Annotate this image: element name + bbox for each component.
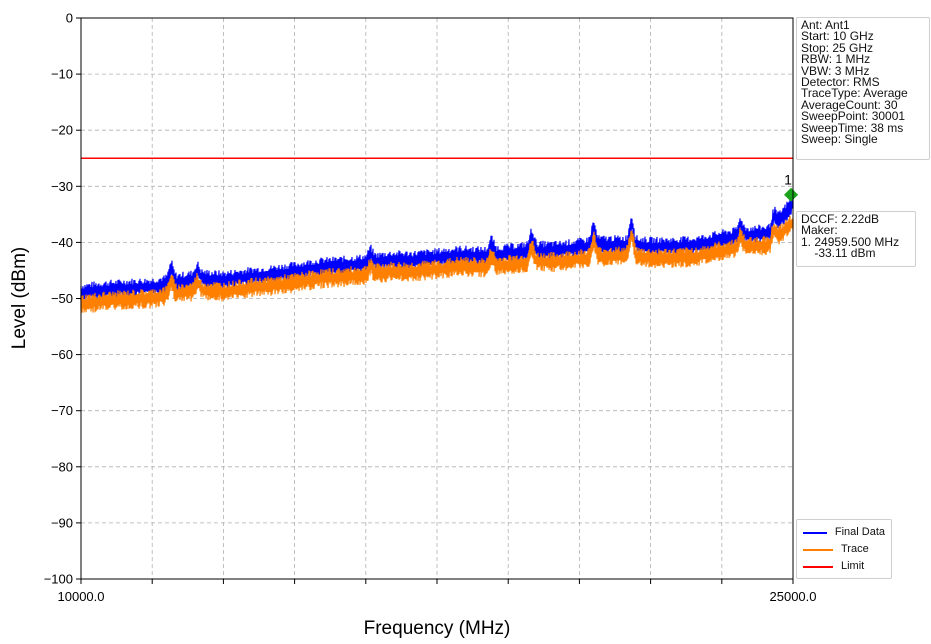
legend-swatch — [803, 566, 833, 568]
x-tick-label: 10000.0 — [58, 589, 105, 604]
y-tick-label: −20 — [51, 123, 73, 138]
y-tick-label: −50 — [51, 291, 73, 306]
y-tick-label: −10 — [51, 67, 73, 82]
y-tick-label: −60 — [51, 347, 73, 362]
marker-info-box: DCCF: 2.22dB Maker: 1. 24959.500 MHz -33.1… — [796, 211, 916, 267]
y-tick-label: −80 — [51, 459, 73, 474]
marker-diamond — [784, 188, 798, 202]
legend-entry: Trace — [803, 541, 885, 558]
y-tick-label: −90 — [51, 515, 73, 530]
x-tick-label: 25000.0 — [770, 589, 817, 604]
legend: Final Data Trace Limit — [796, 519, 892, 579]
info-line: Sweep: Single — [801, 134, 925, 145]
legend-label: Trace — [841, 544, 869, 555]
axes: 0 −10 −20 −30 −40 −50 −60 −70 −80 −90 −100 10000.0 2… — [44, 11, 817, 605]
grid-lines — [81, 18, 793, 579]
y-tick-label: 0 — [66, 11, 73, 26]
marker-label: 1 — [784, 172, 792, 188]
x-axis-label: Frequency (MHz) — [364, 618, 511, 639]
legend-swatch — [803, 549, 833, 551]
legend-swatch — [803, 532, 827, 534]
legend-entry: Limit — [803, 558, 885, 575]
y-axis-label: Level (dBm) — [9, 247, 30, 349]
sweep-settings-box: Ant: Ant1 Start: 10 GHz Stop: 25 GHz RBW: 1… — [796, 17, 930, 160]
y-tick-label: −30 — [51, 179, 73, 194]
legend-entry: Final Data — [803, 524, 885, 541]
y-tick-label: −40 — [51, 235, 73, 250]
legend-label: Final Data — [835, 527, 885, 538]
info-line: -33.11 dBm — [801, 248, 911, 259]
legend-label: Limit — [841, 561, 864, 572]
y-tick-label: −70 — [51, 403, 73, 418]
y-tick-label: −100 — [44, 572, 73, 587]
series-layer: 1 — [81, 158, 798, 312]
